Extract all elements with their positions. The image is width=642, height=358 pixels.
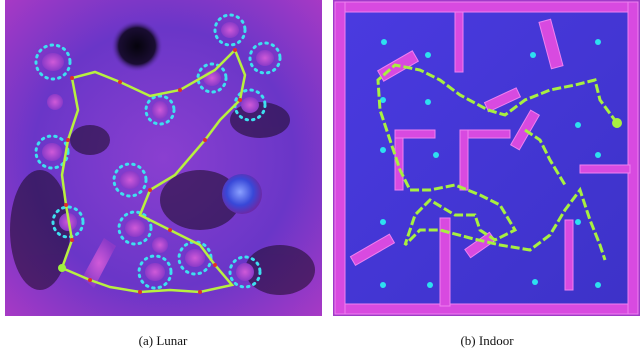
crater (111, 20, 163, 72)
page: (a) Lunar (b) Indoor (() => { const data… (0, 0, 642, 358)
start-point (58, 264, 66, 272)
lunar-panel (5, 0, 322, 316)
goal-point (612, 118, 622, 128)
figure: (a) Lunar (b) Indoor (0, 0, 642, 358)
sphere (222, 174, 262, 214)
caption: (b) Indoor (460, 333, 514, 348)
indoor-floor (343, 10, 630, 306)
caption: (a) Lunar (139, 333, 188, 348)
indoor-panel (333, 0, 640, 316)
